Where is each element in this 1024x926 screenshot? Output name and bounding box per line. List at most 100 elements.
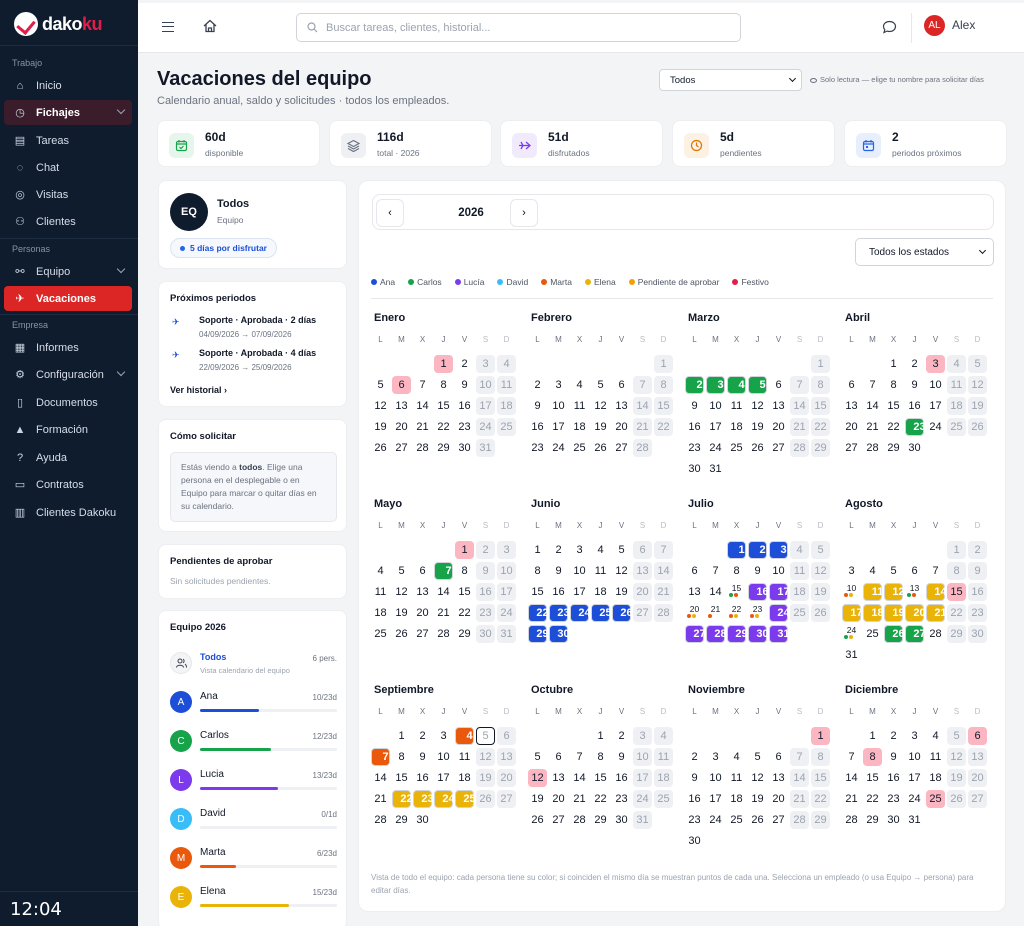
team-all-row[interactable]: Todos Vista calendario del equipo 6 pers… [170,650,337,680]
calendar-day[interactable]: 2 [461,357,468,370]
calendar-day[interactable]: 26 [594,441,607,454]
calendar-day[interactable]: 26 [612,604,633,622]
calendar-day[interactable]: 13 [688,585,701,598]
calendar-day[interactable]: 10 [497,562,516,580]
calendar-day[interactable]: 20 [845,420,858,433]
menu-icon[interactable] [162,22,174,32]
calendar-day[interactable]: 23 [968,604,987,622]
calendar-day[interactable]: 10 [842,583,861,601]
calendar-day[interactable]: 5 [890,564,897,577]
sidebar-item-documentos[interactable]: ▯ Documentos [4,390,132,415]
calendar-day[interactable]: 28 [866,441,879,454]
calendar-day[interactable]: 10 [772,564,785,577]
calendar-day[interactable]: 4 [377,564,384,577]
calendar-day[interactable]: 3 [706,376,725,394]
calendar-day[interactable]: 10 [709,399,722,412]
calendar-day[interactable]: 7 [434,562,453,580]
calendar-day[interactable]: 6 [555,750,562,763]
search-box[interactable] [296,13,741,42]
calendar-day[interactable]: 9 [691,399,698,412]
calendar-day[interactable]: 9 [968,562,987,580]
calendar-day[interactable]: 2 [534,378,541,391]
calendar-day[interactable]: 4 [790,541,809,559]
calendar-day[interactable]: 13 [772,771,785,784]
calendar-day[interactable]: 25 [455,790,476,808]
sidebar-item-chat[interactable]: ◌ Chat [4,155,132,180]
calendar-day[interactable]: 8 [947,562,966,580]
calendar-day[interactable]: 17 [709,792,722,805]
calendar-day[interactable]: 10 [476,376,495,394]
calendar-day[interactable]: 8 [733,564,740,577]
calendar-day[interactable]: 22 [866,792,879,805]
calendar-day[interactable]: 9 [754,564,761,577]
calendar-day[interactable]: 5 [968,355,987,373]
calendar-day[interactable]: 16 [416,771,429,784]
calendar-day[interactable]: 22 [654,418,673,436]
calendar-day[interactable]: 30 [887,813,900,826]
calendar-day[interactable]: 29 [811,439,830,457]
calendar-day[interactable]: 4 [455,727,474,745]
calendar-day[interactable]: 5 [597,378,604,391]
calendar-day[interactable]: 29 [594,813,607,826]
calendar-day[interactable]: 20 [633,583,652,601]
calendar-day[interactable]: 16 [458,399,471,412]
calendar-day[interactable]: 14 [416,399,429,412]
calendar-day[interactable]: 30 [968,625,987,643]
calendar-day[interactable]: 26 [947,790,966,808]
calendar-day[interactable]: 3 [576,543,583,556]
calendar-day[interactable]: 26 [751,441,764,454]
calendar-day[interactable]: 11 [594,564,607,577]
calendar-day[interactable]: 25 [374,627,387,640]
status-select[interactable]: Todos los estados [855,238,994,266]
calendar-day[interactable]: 18 [790,583,809,601]
calendar-day[interactable]: 5 [748,376,767,394]
calendar-day[interactable]: 22 [947,604,966,622]
employee-select[interactable]: Todos [659,69,802,91]
calendar-day[interactable]: 14 [654,562,673,580]
calendar-day[interactable]: 17 [929,399,942,412]
calendar-day[interactable]: 1 [811,727,830,745]
calendar-day[interactable]: 31 [769,625,790,643]
calendar-day[interactable]: 15 [594,771,607,784]
calendar-day[interactable]: 1 [947,541,966,559]
calendar-day[interactable]: 28 [706,625,727,643]
calendar-day[interactable]: 8 [398,750,405,763]
calendar-day[interactable]: 25 [866,627,879,640]
calendar-day[interactable]: 13 [633,562,652,580]
calendar-day[interactable]: 25 [654,790,673,808]
calendar-day[interactable]: 28 [416,441,429,454]
calendar-day[interactable]: 12 [594,399,607,412]
calendar-day[interactable]: 5 [947,727,966,745]
calendar-day[interactable]: 11 [374,585,387,598]
calendar-day[interactable]: 17 [476,397,495,415]
calendar-day[interactable]: 20 [395,420,408,433]
home-icon[interactable] [203,19,217,33]
sidebar-item-ayuda[interactable]: ? Ayuda [4,445,132,470]
calendar-day[interactable]: 15 [531,585,544,598]
calendar-day[interactable]: 27 [416,627,429,640]
calendar-day[interactable]: 13 [497,748,516,766]
calendar-day[interactable]: 14 [790,769,809,787]
sidebar-item-tareas[interactable]: ▤ Tareas [4,128,132,153]
calendar-day[interactable]: 19 [968,397,987,415]
upcoming-item[interactable]: ✈ Soporte · Aprobada · 4 días 22/09/2026… [172,348,342,378]
calendar-day[interactable]: 24 [434,790,455,808]
calendar-day[interactable]: 22 [392,790,413,808]
calendar-day[interactable]: 31 [497,625,516,643]
calendar-day[interactable]: 30 [688,834,701,847]
calendar-day[interactable]: 18 [863,604,884,622]
calendar-day[interactable]: 6 [911,564,918,577]
calendar-day[interactable]: 23 [458,420,471,433]
calendar-day[interactable]: 14 [573,771,586,784]
calendar-day[interactable]: 24 [497,604,516,622]
calendar-day[interactable]: 8 [811,376,830,394]
calendar-day[interactable]: 5 [476,727,495,745]
calendar-day[interactable]: 7 [869,378,876,391]
calendar-day[interactable]: 18 [730,420,743,433]
calendar-day[interactable]: 27 [685,625,706,643]
calendar-day[interactable]: 3 [911,729,918,742]
calendar-day[interactable]: 19 [615,585,628,598]
calendar-day[interactable]: 15 [887,399,900,412]
calendar-day[interactable]: 9 [419,750,426,763]
calendar-day[interactable]: 14 [790,397,809,415]
